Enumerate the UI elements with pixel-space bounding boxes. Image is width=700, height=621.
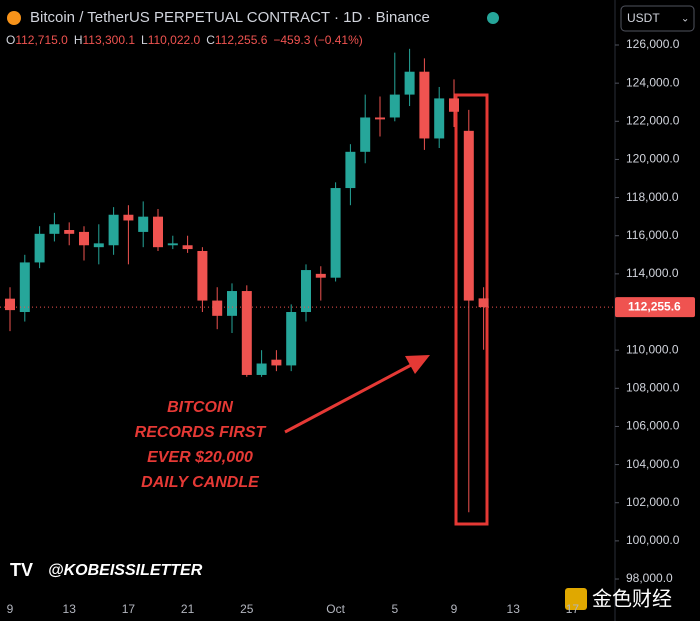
candle-body	[360, 117, 371, 152]
chart-title: Bitcoin / TetherUS PERPETUAL CONTRACT · …	[30, 9, 430, 26]
candle-body	[93, 243, 104, 248]
annotation-line: EVER $20,000	[147, 449, 253, 466]
y-tick-label: 106,000.0	[626, 419, 680, 433]
candle-body	[227, 291, 237, 316]
watermark: @KOBEISSILETTER	[48, 562, 203, 579]
y-tick-label: 124,000.0	[626, 75, 680, 89]
annotation-line: DAILY CANDLE	[141, 474, 260, 491]
candle-body	[271, 359, 282, 366]
candle-body	[34, 233, 45, 263]
y-tick-label: 120,000.0	[626, 152, 680, 166]
candle-body	[478, 298, 489, 308]
y-tick-label: 118,000.0	[626, 190, 679, 204]
currency-dropdown[interactable]	[620, 5, 695, 32]
candle-body	[49, 224, 60, 234]
candle-body	[463, 130, 474, 301]
candle-body	[345, 151, 356, 189]
ohlc-key: O	[6, 33, 15, 47]
source-icon	[565, 588, 587, 610]
x-tick-label: 9	[451, 602, 458, 616]
bitcoin-icon	[7, 11, 21, 25]
y-tick-label: 122,000.0	[626, 113, 680, 127]
ohlc-change: −459.3 (−0.41%)	[273, 33, 362, 47]
candle-body	[79, 231, 89, 246]
currency-label: USDT	[627, 11, 660, 25]
x-tick-label: 21	[181, 602, 195, 616]
y-tick-label: 126,000.0	[626, 37, 680, 51]
ohlc-key: L	[141, 33, 148, 47]
x-tick-label: 5	[391, 602, 398, 616]
ohlc-key: H	[74, 33, 83, 47]
highlight-box	[454, 93, 489, 526]
annotation-line: BITCOIN	[167, 399, 233, 416]
candle-body	[138, 216, 149, 232]
candle-body	[375, 117, 385, 120]
y-tick-label: 110,000.0	[626, 342, 679, 356]
candle-body	[389, 94, 400, 118]
dropdown-caret: ⌄	[681, 14, 689, 25]
ohlc-key: C	[206, 33, 215, 47]
candle-body	[197, 250, 208, 301]
arrow-head	[405, 355, 430, 374]
y-tick-label: 108,000.0	[626, 380, 680, 394]
ohlc-value: 112,255.6	[215, 33, 268, 47]
candle-body	[449, 98, 459, 112]
annotation-line: RECORDS FIRST	[135, 424, 267, 441]
candle-body	[5, 298, 15, 311]
candle-body	[241, 291, 252, 375]
y-tick-label: 100,000.0	[626, 533, 680, 547]
candle-body	[182, 245, 193, 250]
x-tick-label: 17	[566, 602, 580, 616]
x-tick-label: 13	[507, 602, 521, 616]
candle-body	[123, 214, 134, 221]
candle-body	[286, 312, 297, 366]
x-tick-label: Oct	[326, 602, 345, 616]
candle-body	[434, 98, 445, 139]
x-tick-label: 13	[63, 602, 77, 616]
candle-body	[256, 363, 267, 375]
candle-body	[315, 273, 326, 278]
ohlc-header: O112,715.0 H113,300.1 L110,022.0 C112,255.6…	[6, 33, 363, 47]
ohlc-value: 113,300.1	[83, 33, 136, 47]
candle-body	[167, 243, 178, 246]
y-tick-label: 98,000.0	[626, 571, 673, 585]
y-tick-label: 102,000.0	[626, 495, 680, 509]
candle-body	[330, 188, 341, 278]
y-tick-label: 114,000.0	[626, 266, 679, 280]
annotation: BITCOIN RECORDS FIRST EVER $20,000 DAILY CA…	[135, 399, 267, 491]
candle-body	[108, 214, 119, 246]
tv-logo: TV	[10, 560, 33, 580]
last-price-label: 112,255.6	[628, 299, 681, 313]
candle-body	[19, 262, 30, 313]
candle-body	[301, 270, 311, 313]
candle-body	[212, 300, 223, 316]
x-tick-label: 9	[7, 602, 14, 616]
y-tick-label: 116,000.0	[626, 228, 679, 242]
candle-body	[153, 216, 163, 248]
last-price-box	[615, 297, 695, 318]
candle-body	[404, 71, 415, 95]
ohlc-value: 112,715.0	[15, 33, 68, 47]
ohlc-value: 110,022.0	[148, 33, 201, 47]
x-tick-label: 17	[122, 602, 136, 616]
y-tick-label: 104,000.0	[626, 457, 680, 471]
candle-body	[419, 71, 430, 139]
x-tick-label: 25	[240, 602, 254, 616]
candle-body	[64, 230, 75, 234]
source-logo: 金色财经	[592, 587, 672, 610]
status-dot	[487, 12, 499, 24]
arrow-shaft	[284, 361, 416, 434]
